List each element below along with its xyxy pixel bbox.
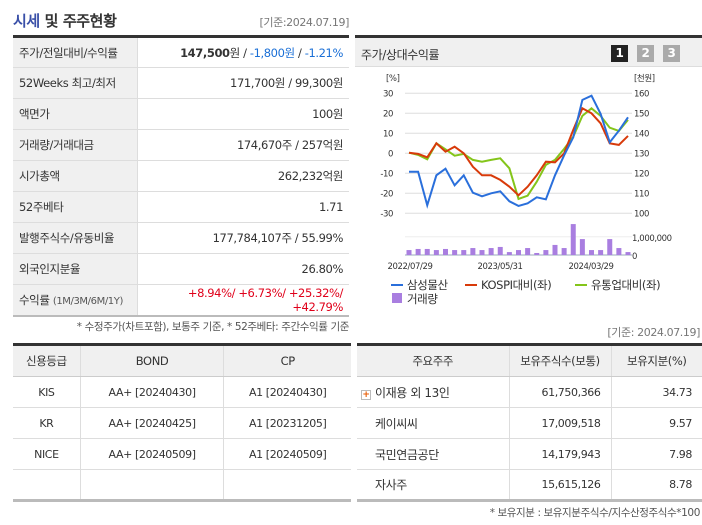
table-row: KR AA+ [20240425] A1 [20231205] xyxy=(13,407,351,439)
section-title: 시세 및 주주현황 xyxy=(13,12,117,30)
right-tick-label: 110 xyxy=(634,189,649,199)
table-row: 수익률 (1M/3M/6M/1Y) +8.94%/ +6.73%/ +25.32%… xyxy=(13,284,349,316)
table-row: 국민연금공단 14,179,943 7.98 xyxy=(357,438,702,470)
holders-note: * 보유지분 : 보유지분주식수/지수산정주식수*100 xyxy=(489,507,701,519)
table-row: 발행주식수/유동비율 177,784,107주 / 55.99% xyxy=(13,222,349,254)
volume-bar xyxy=(516,250,521,255)
volume-bar xyxy=(488,248,494,255)
price-chart: 30 160 20 150 10 140 0 130 -10 120 -20 110 -30 100 [%… xyxy=(380,73,672,306)
volume-bar xyxy=(552,244,558,255)
legend: 삼성물산 KOSPI대비(좌) 유통업대비(좌) 거래량 xyxy=(391,278,661,306)
legend-label: 유통업대비(좌) xyxy=(591,278,660,292)
left-tick-label: -30 xyxy=(380,209,393,219)
right-tick-label: 130 xyxy=(634,149,649,159)
volume-bar xyxy=(607,239,613,255)
volume-bar xyxy=(625,252,631,255)
table-row: 주가/전일대비/수익률 147,500원 / -1,800원 / -1.21% xyxy=(13,36,349,68)
right-tick-label: 100 xyxy=(634,209,649,219)
series-line xyxy=(408,106,629,201)
price-change: -1,800원 xyxy=(249,45,295,60)
table-row: 케이씨씨 17,009,518 9.57 xyxy=(357,407,702,439)
legend-swatch xyxy=(392,293,402,303)
left-axis-unit: [%] xyxy=(386,74,400,84)
chart-tab-1[interactable]: 1 xyxy=(611,45,628,62)
volume-bar xyxy=(497,246,503,255)
table-row: 액면가 100원 xyxy=(13,98,349,130)
right-tick-label: 140 xyxy=(634,129,649,139)
volume-bar xyxy=(525,248,531,255)
price-info-table: 주가/전일대비/수익률 147,500원 / -1,800원 / -1.21% … xyxy=(13,35,349,317)
volume-bar xyxy=(461,250,467,255)
credit-rating-table: 신용등급 BOND CP KIS AA+ [20240430] A1 [20240430… xyxy=(13,343,351,502)
chart-panel-header: 주가/상대수익률 1 2 3 xyxy=(355,35,702,67)
table-row: 거래량/거래대금 174,670주 / 257억원 xyxy=(13,129,349,161)
left-tick-label: -10 xyxy=(380,169,393,179)
volume-tick-label: 1,000,000 xyxy=(632,234,672,244)
x-tick-label: 2023/05/31 xyxy=(478,262,523,272)
legend-label: KOSPI대비(좌) xyxy=(481,278,551,292)
right-tick-label: 150 xyxy=(634,109,649,119)
table-row: KIS AA+ [20240430] A1 [20240430] xyxy=(13,376,351,408)
volume-bar xyxy=(616,248,622,255)
info-note: * 수정주가(차트포함), 보통주 기준, * 52주베타: 주간수익률 기준 xyxy=(76,321,350,333)
right-axis-unit: [천원] xyxy=(634,73,655,84)
volume-bar xyxy=(433,250,439,255)
chart-title: 주가/상대수익률 xyxy=(361,48,440,62)
table-row xyxy=(13,469,351,501)
volume-bar xyxy=(534,252,540,255)
right-tick-label: 160 xyxy=(634,89,649,99)
row-label: 주가/전일대비/수익률 xyxy=(13,36,138,68)
x-tick-label: 2024/03/29 xyxy=(569,262,614,272)
volume-bar xyxy=(479,250,485,255)
series-line xyxy=(409,94,629,209)
expand-plus-icon[interactable]: + xyxy=(361,389,371,400)
chart-tab-2[interactable]: 2 xyxy=(637,45,654,62)
table-row: 시가총액 262,232억원 xyxy=(13,160,349,192)
volume-bar xyxy=(570,224,576,255)
table-row: 외국인지분율 26.80% xyxy=(13,253,349,285)
table-row: 자사주 15,615,126 8.78 xyxy=(357,469,702,501)
left-tick-label: 10 xyxy=(383,129,393,139)
volume-bar xyxy=(470,248,476,255)
series-line xyxy=(408,106,629,197)
volume-bar xyxy=(424,248,430,255)
chart-tab-3[interactable]: 3 xyxy=(663,45,680,62)
legend-label: 삼성물산 xyxy=(407,278,449,292)
left-tick-label: 30 xyxy=(383,89,393,99)
volume-bar xyxy=(579,239,585,255)
volume-bar xyxy=(443,248,448,255)
left-tick-label: 20 xyxy=(383,109,393,119)
volume-bar xyxy=(561,248,567,255)
right-tick-label: 120 xyxy=(634,169,649,179)
left-tick-label: 0 xyxy=(388,149,393,159)
volume-bar xyxy=(406,250,412,255)
x-tick-label: 2022/07/29 xyxy=(388,262,433,272)
as-of-date: [기준:2024.07.19] xyxy=(259,16,349,29)
table-row: NICE AA+ [20240509] A1 [20240509] xyxy=(13,438,351,470)
major-shareholders-table: 주요주주 보유주식수(보통) 보유지분(%) + 이재용 외 13인 61,750,36… xyxy=(357,343,702,502)
holders-as-of: [기준: 2024.07.19] xyxy=(607,326,700,339)
volume-bar xyxy=(415,248,421,255)
price-change-pct: -1.21% xyxy=(304,45,344,60)
left-tick-label: -20 xyxy=(380,189,393,199)
table-row: 52주베타 1.71 xyxy=(13,191,349,223)
volume-bar xyxy=(452,250,458,255)
table-row: + 이재용 외 13인 61,750,366 34.73 xyxy=(357,376,702,408)
legend-label: 거래량 xyxy=(407,292,438,306)
volume-bar xyxy=(506,252,512,255)
price: 147,500 xyxy=(180,45,230,60)
volume-bar xyxy=(598,250,604,255)
volume-zero-label: 0 xyxy=(632,252,637,262)
volume-bar xyxy=(589,250,594,255)
volume-bar xyxy=(543,250,549,255)
table-row: 52Weeks 최고/최저 171,700원 / 99,300원 xyxy=(13,67,349,99)
